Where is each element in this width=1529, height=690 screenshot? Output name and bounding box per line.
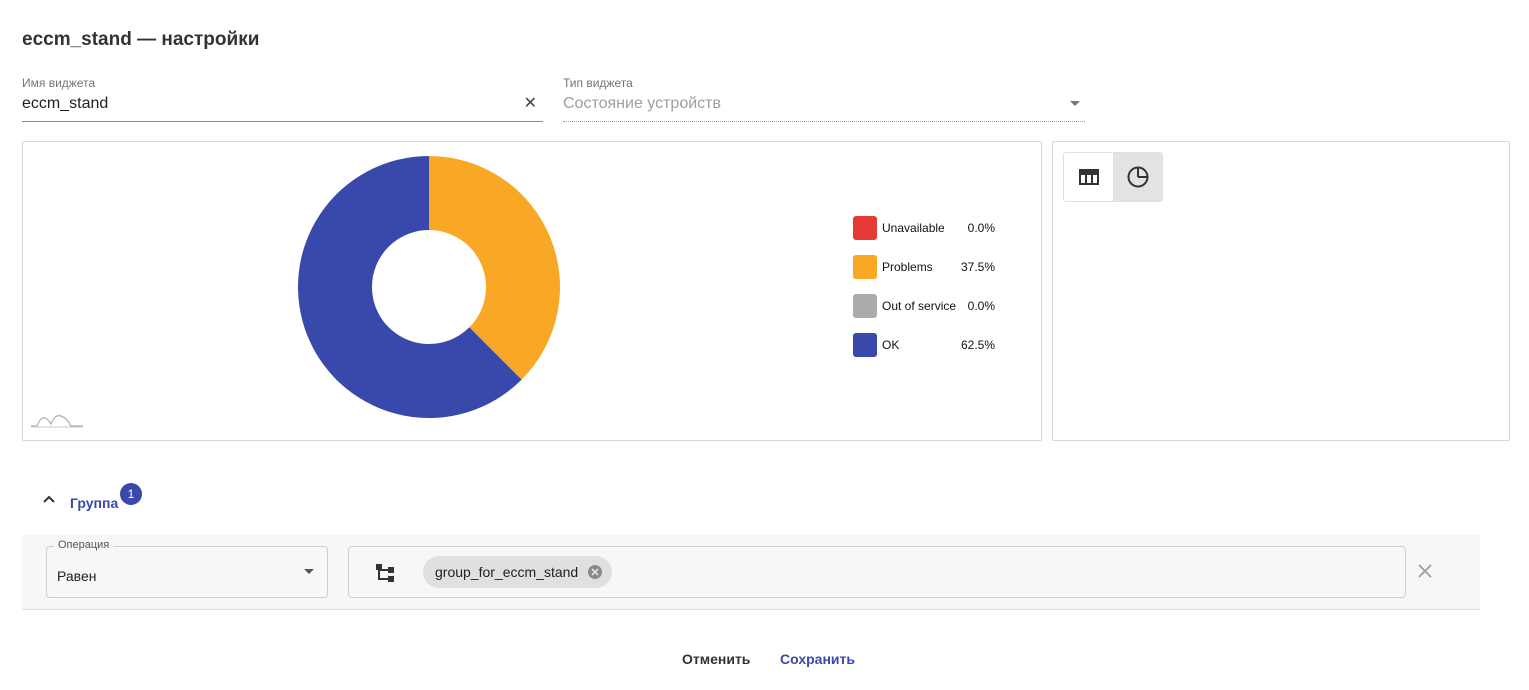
table-icon <box>1078 169 1099 185</box>
legend-value: 62.5% <box>960 338 995 352</box>
operation-select[interactable]: Операция Равен <box>46 539 328 598</box>
save-button[interactable]: Сохранить <box>780 651 855 667</box>
hierarchy-tree-icon <box>376 564 394 582</box>
legend-swatch <box>853 216 877 240</box>
legend-swatch <box>853 255 877 279</box>
legend-swatch <box>853 333 877 357</box>
legend-item: Problems 37.5% <box>853 255 998 279</box>
filter-row: Операция Равен group_for_eccm_stand <box>22 535 1480 610</box>
slice-ok <box>298 156 522 418</box>
legend-swatch <box>853 294 877 318</box>
operation-value: Равен <box>57 568 97 584</box>
legend-label: Unavailable <box>882 221 945 235</box>
legend-item: Out of service 0.0% <box>853 294 998 318</box>
page-title: eccm_stand — настройки <box>22 29 260 50</box>
group-chip-input[interactable]: group_for_eccm_stand <box>348 546 1406 598</box>
widget-name-label: Имя виджета <box>22 76 96 90</box>
view-mode-panel <box>1052 141 1510 441</box>
legend-value: 0.0% <box>967 299 995 313</box>
dropdown-arrow-icon <box>304 569 314 574</box>
clear-icon[interactable]: ✕ <box>523 95 537 112</box>
chart-logo-icon <box>31 415 83 428</box>
chevron-up-icon <box>43 495 55 503</box>
widget-type-select[interactable]: Тип виджета Состояние устройств <box>563 76 1085 122</box>
group-count-badge: 1 <box>120 483 142 505</box>
slice-problems <box>429 156 560 380</box>
widget-name-field[interactable]: Имя виджета eccm_stand ✕ <box>22 76 543 122</box>
pie-chart-icon <box>1127 166 1149 188</box>
widget-name-input[interactable]: eccm_stand <box>22 95 109 112</box>
group-chip[interactable]: group_for_eccm_stand <box>423 556 613 588</box>
legend-label: Problems <box>882 260 933 274</box>
legend-label: OK <box>882 338 900 352</box>
legend-value: 0.0% <box>967 221 995 235</box>
chart-preview-panel: Unavailable 0.0% Problems 37.5% Out of servi… <box>22 141 1042 441</box>
table-view-toggle[interactable] <box>1064 153 1113 201</box>
operation-label: Операция <box>54 539 114 551</box>
dropdown-arrow-icon[interactable] <box>1070 101 1080 106</box>
widget-type-value: Состояние устройств <box>563 95 721 112</box>
donut-chart <box>298 156 560 418</box>
legend-item: OK 62.5% <box>853 333 998 357</box>
group-section-title: Группа <box>70 495 119 511</box>
view-toggle-group <box>1063 152 1163 202</box>
legend-item: Unavailable 0.0% <box>853 216 998 240</box>
cancel-button[interactable]: Отменить <box>682 651 751 667</box>
legend-label: Out of service <box>882 299 957 313</box>
remove-filter-icon[interactable] <box>1417 563 1433 579</box>
chart-legend: Unavailable 0.0% Problems 37.5% Out of servi… <box>853 216 998 372</box>
chart-view-toggle[interactable] <box>1113 153 1162 201</box>
widget-type-label: Тип виджета <box>563 76 633 90</box>
legend-value: 37.5% <box>960 260 995 274</box>
chip-remove-icon[interactable] <box>587 564 603 580</box>
group-chip-label: group_for_eccm_stand <box>435 564 579 580</box>
